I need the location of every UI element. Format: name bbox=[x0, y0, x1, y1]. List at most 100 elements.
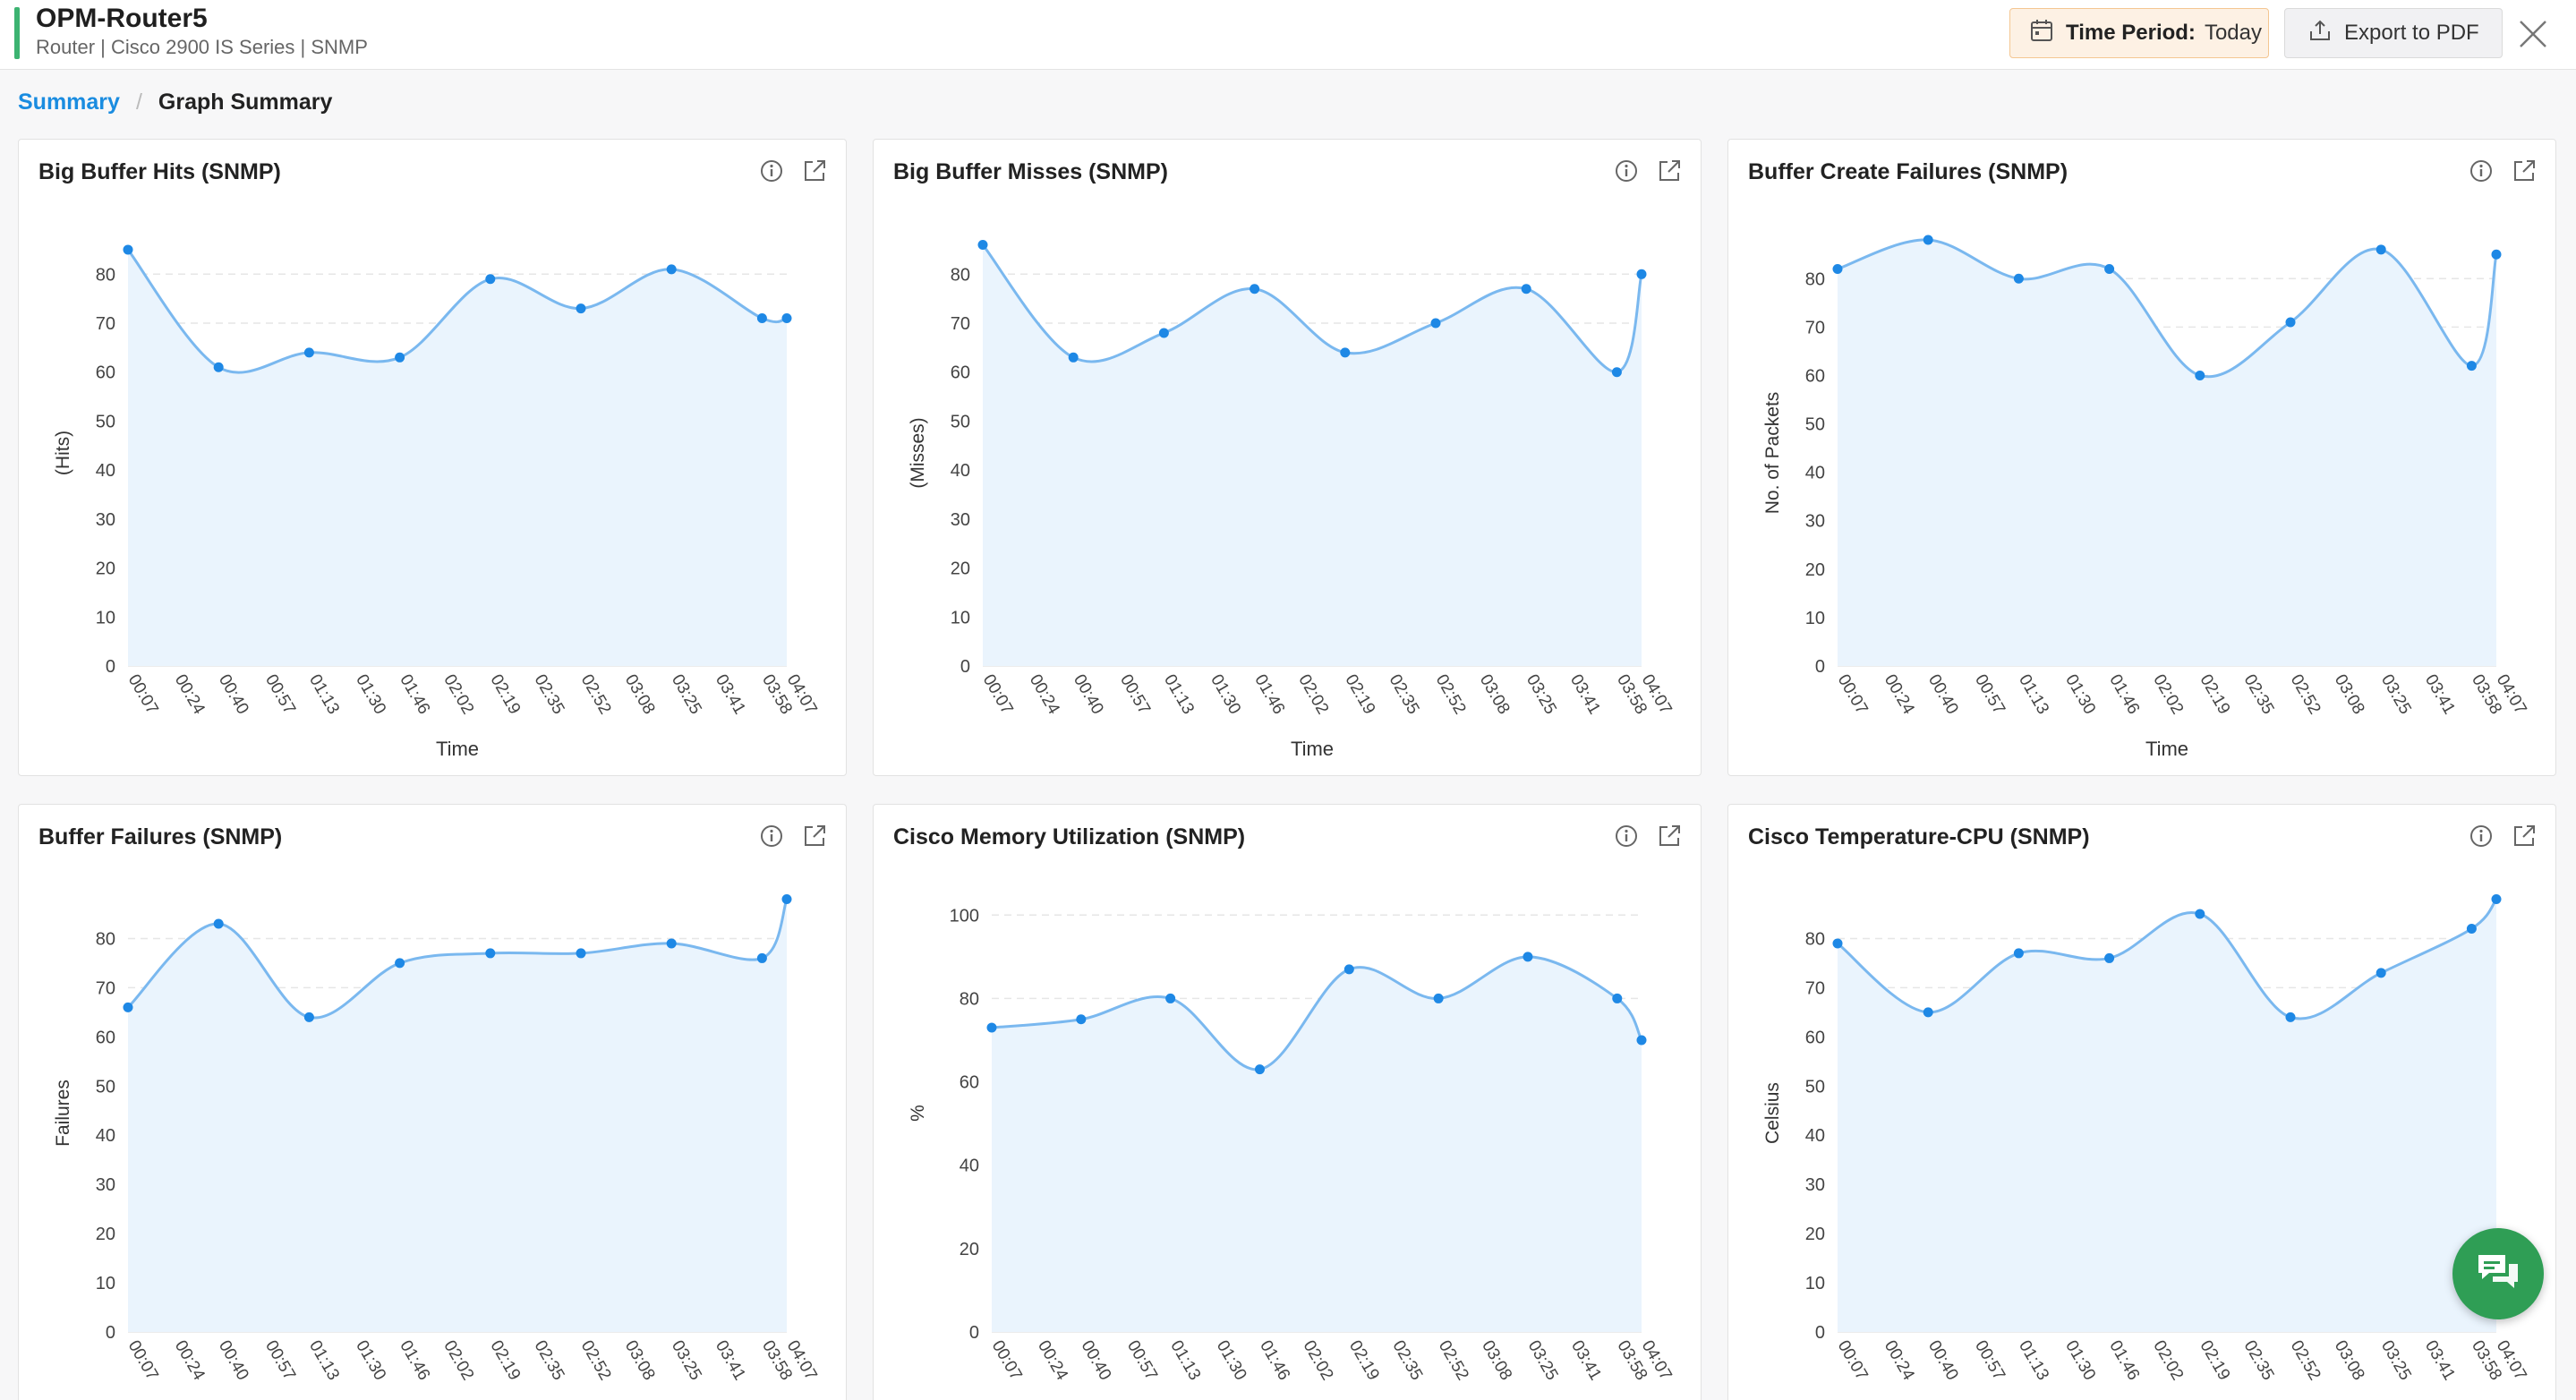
data-point[interactable] bbox=[2013, 948, 2024, 959]
x-tick-label: 03:25 bbox=[1523, 671, 1560, 718]
external-link-icon[interactable] bbox=[801, 823, 828, 849]
data-point[interactable] bbox=[1923, 1007, 1933, 1018]
y-tick-label: 20 bbox=[960, 1240, 979, 1259]
data-point[interactable] bbox=[123, 244, 133, 255]
x-tick-label: 02:02 bbox=[439, 671, 477, 718]
external-link-icon[interactable] bbox=[2511, 823, 2538, 849]
data-point[interactable] bbox=[2104, 263, 2115, 274]
data-point[interactable] bbox=[1611, 367, 1622, 378]
time-period-button[interactable]: Time Period: Today bbox=[2009, 8, 2269, 58]
data-point[interactable] bbox=[1165, 993, 1176, 1003]
x-tick-label: 02:02 bbox=[439, 1337, 477, 1384]
y-tick-label: 60 bbox=[951, 363, 970, 383]
data-point[interactable] bbox=[1430, 318, 1441, 329]
data-point[interactable] bbox=[1636, 1035, 1647, 1046]
x-tick-label: 00:24 bbox=[1881, 1337, 1918, 1384]
info-icon[interactable] bbox=[758, 823, 785, 849]
x-tick-label: 02:52 bbox=[577, 1337, 615, 1384]
y-tick-label: 30 bbox=[951, 510, 970, 530]
x-tick-label: 02:52 bbox=[577, 671, 615, 718]
data-point[interactable] bbox=[2013, 273, 2024, 284]
x-tick-label: 01:13 bbox=[305, 671, 343, 718]
device-name: OPM-Router5 bbox=[36, 4, 208, 33]
external-link-icon[interactable] bbox=[801, 158, 828, 184]
data-point[interactable] bbox=[395, 958, 405, 969]
data-point[interactable] bbox=[485, 948, 496, 959]
y-tick-label: 50 bbox=[1805, 415, 1825, 435]
y-axis-label: Celsius bbox=[1762, 1082, 1783, 1144]
chart-title: Big Buffer Hits (SNMP) bbox=[38, 159, 281, 184]
data-point[interactable] bbox=[303, 1012, 314, 1022]
data-point[interactable] bbox=[2285, 1012, 2296, 1022]
data-point[interactable] bbox=[1433, 993, 1444, 1003]
data-point[interactable] bbox=[1340, 347, 1351, 358]
data-point[interactable] bbox=[123, 1002, 133, 1012]
x-tick-label: 03:25 bbox=[2377, 1337, 2415, 1384]
chart-title: Big Buffer Misses (SNMP) bbox=[893, 159, 1168, 184]
data-point[interactable] bbox=[756, 313, 767, 324]
y-tick-label: 50 bbox=[951, 412, 970, 431]
data-point[interactable] bbox=[576, 303, 586, 314]
data-point[interactable] bbox=[2195, 909, 2205, 919]
data-point[interactable] bbox=[1068, 352, 1079, 363]
data-point[interactable] bbox=[485, 274, 496, 285]
data-point[interactable] bbox=[2376, 968, 2386, 978]
data-point[interactable] bbox=[576, 948, 586, 959]
y-tick-label: 80 bbox=[960, 989, 979, 1009]
data-point[interactable] bbox=[666, 264, 677, 275]
data-point[interactable] bbox=[1923, 235, 1933, 245]
data-point[interactable] bbox=[2466, 923, 2477, 934]
data-point[interactable] bbox=[1612, 993, 1623, 1003]
data-point[interactable] bbox=[2285, 317, 2296, 328]
data-point[interactable] bbox=[1076, 1014, 1087, 1025]
x-tick-label: 03:25 bbox=[668, 1337, 705, 1384]
data-point[interactable] bbox=[1636, 269, 1647, 279]
y-tick-label: 80 bbox=[951, 265, 970, 285]
data-point[interactable] bbox=[213, 918, 224, 929]
data-point[interactable] bbox=[781, 313, 792, 324]
data-point[interactable] bbox=[213, 362, 224, 372]
external-link-icon[interactable] bbox=[2511, 158, 2538, 184]
data-point[interactable] bbox=[781, 893, 792, 904]
external-link-icon[interactable] bbox=[1656, 158, 1683, 184]
data-point[interactable] bbox=[395, 352, 405, 363]
series-line bbox=[126, 249, 788, 374]
data-point[interactable] bbox=[1523, 952, 1533, 962]
data-point[interactable] bbox=[1832, 938, 1843, 949]
info-icon[interactable] bbox=[2468, 158, 2495, 184]
data-point[interactable] bbox=[1158, 328, 1169, 338]
data-point[interactable] bbox=[1250, 284, 1260, 295]
info-icon[interactable] bbox=[2468, 823, 2495, 849]
x-axis-label: Time bbox=[2145, 738, 2188, 760]
data-point[interactable] bbox=[1254, 1064, 1265, 1075]
data-point[interactable] bbox=[2376, 244, 2386, 255]
close-icon[interactable] bbox=[2515, 16, 2551, 52]
data-point[interactable] bbox=[756, 952, 767, 963]
data-point[interactable] bbox=[1521, 284, 1531, 295]
export-pdf-button[interactable]: Export to PDF bbox=[2284, 8, 2503, 58]
data-point[interactable] bbox=[666, 938, 677, 949]
data-point[interactable] bbox=[1343, 964, 1354, 975]
y-tick-label: 30 bbox=[1805, 512, 1825, 532]
data-point[interactable] bbox=[2491, 893, 2502, 904]
external-link-icon[interactable] bbox=[1656, 823, 1683, 849]
data-point[interactable] bbox=[977, 239, 988, 250]
x-tick-label: 00:57 bbox=[1971, 671, 2009, 718]
data-point[interactable] bbox=[986, 1022, 997, 1033]
data-point[interactable] bbox=[2195, 370, 2205, 380]
breadcrumb-summary-link[interactable]: Summary bbox=[18, 90, 120, 115]
data-point[interactable] bbox=[2104, 952, 2115, 963]
info-icon[interactable] bbox=[1613, 823, 1640, 849]
data-point[interactable] bbox=[303, 347, 314, 358]
data-point[interactable] bbox=[1832, 263, 1843, 274]
x-tick-label: 01:30 bbox=[352, 1337, 389, 1384]
data-point[interactable] bbox=[2466, 361, 2477, 371]
data-point[interactable] bbox=[2491, 249, 2502, 260]
time-period-value: Today bbox=[2204, 21, 2262, 45]
x-tick-label: 02:52 bbox=[2287, 671, 2324, 718]
info-icon[interactable] bbox=[758, 158, 785, 184]
x-axis-label: Time bbox=[1291, 738, 1334, 760]
info-icon[interactable] bbox=[1613, 158, 1640, 184]
chat-button[interactable] bbox=[2452, 1228, 2544, 1319]
x-tick-label: 02:35 bbox=[1386, 671, 1423, 718]
